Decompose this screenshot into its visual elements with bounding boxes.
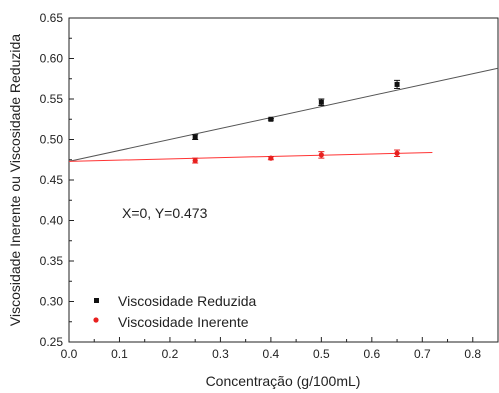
x-tick-label: 0.5 — [313, 347, 330, 361]
x-tick-label: 0.1 — [111, 347, 128, 361]
fit-line-1 — [68, 151, 433, 162]
legend-marker-inerente — [93, 317, 99, 323]
legend-label-inerente: Viscosidade Inerente — [118, 314, 249, 330]
plot-frame — [68, 17, 499, 343]
y-tick-label: 0.30 — [40, 295, 64, 309]
y-tick-label: 0.45 — [40, 173, 64, 187]
y-tick-label: 0.50 — [40, 133, 64, 147]
data-point-inerente — [394, 150, 400, 156]
x-tick-label: 0.2 — [162, 347, 179, 361]
x-tick-label: 0.3 — [212, 347, 229, 361]
x-axis-title: Concentração (g/100mL) — [206, 373, 361, 389]
data-point-inerente — [268, 155, 274, 161]
x-tick-label: 0.0 — [61, 347, 78, 361]
y-tick-label: 0.40 — [40, 214, 64, 228]
x-tick-label: 0.6 — [363, 347, 380, 361]
legend-marker-reduzida — [94, 298, 99, 303]
annotation-intercept: X=0, Y=0.473 — [122, 205, 208, 221]
data-point-reduzida — [268, 116, 274, 122]
y-axis-title: Viscosidade Inerente ou Viscosidade Redu… — [7, 34, 23, 326]
fit-lines — [68, 67, 499, 162]
y-tick-label: 0.35 — [40, 254, 64, 268]
x-tick-label: 0.4 — [263, 347, 280, 361]
x-tick-label: 0.8 — [464, 347, 481, 361]
y-tick-label: 0.55 — [40, 92, 64, 106]
y-tick-label: 0.25 — [40, 335, 64, 349]
data-point-reduzida — [394, 81, 400, 87]
data-point-inerente — [318, 152, 324, 158]
x-tick-label: 0.7 — [414, 347, 431, 361]
axis-ticks: 0.0 0.1 0.2 0.3 0.4 0.5 0.6 0.7 0.8 0.25 0.30 0.35 0… — [40, 11, 482, 361]
data-point-inerente — [192, 157, 198, 164]
y-tick-label: 0.65 — [40, 11, 64, 25]
data-points — [192, 79, 401, 164]
y-tick-label: 0.60 — [40, 52, 64, 66]
legend: Viscosidade Reduzida Viscosidade Inerent… — [93, 293, 256, 330]
data-point-reduzida — [192, 134, 198, 140]
legend-label-reduzida: Viscosidade Reduzida — [118, 293, 256, 309]
data-point-reduzida — [318, 99, 324, 105]
fit-line-0 — [68, 67, 499, 162]
